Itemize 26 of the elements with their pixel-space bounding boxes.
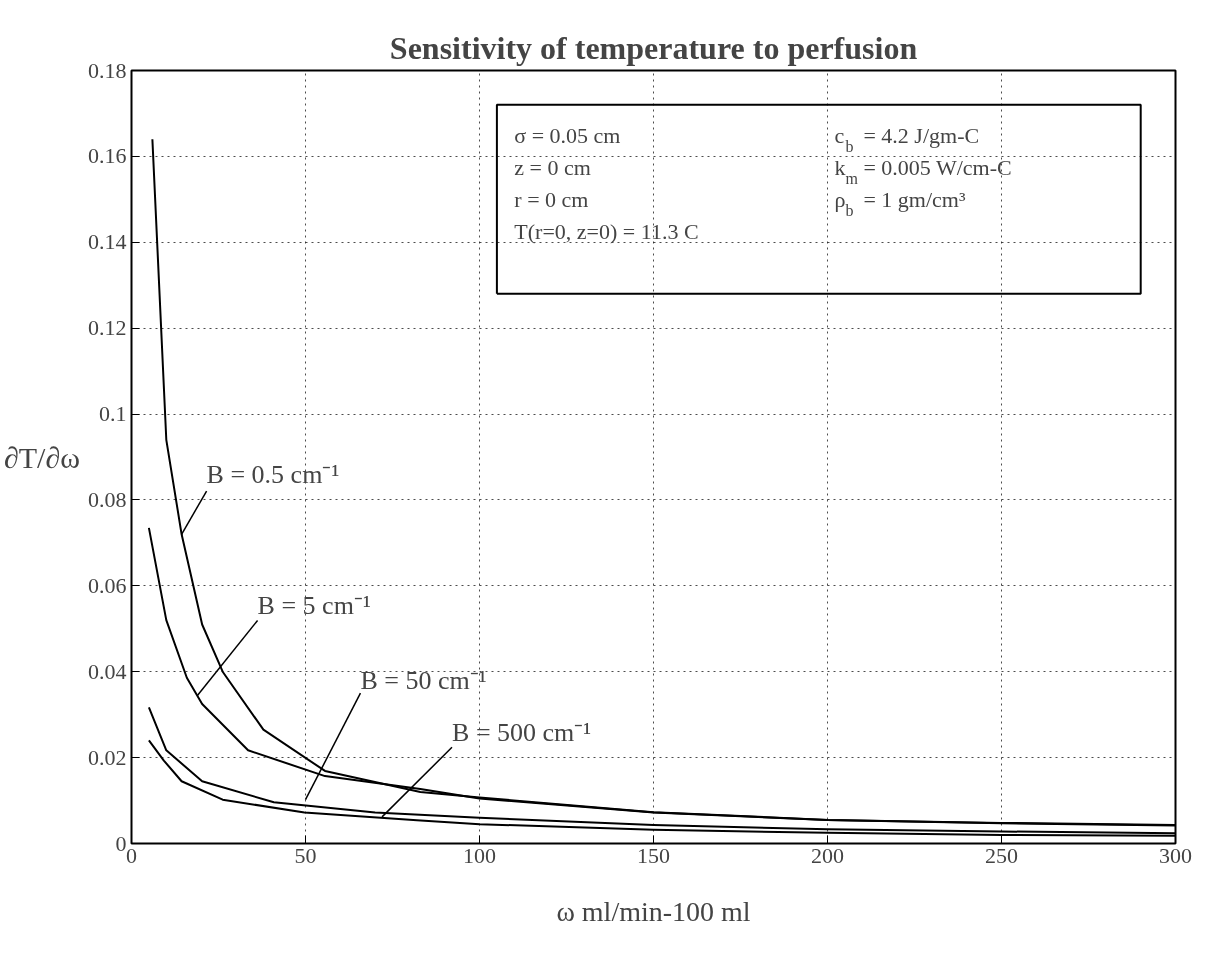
y-axis-title: ∂T/∂ω (3, 440, 81, 474)
x-tick-label: 200 (811, 842, 844, 868)
x-tick-label: 250 (985, 842, 1018, 868)
y-tick-label: 0.04 (88, 658, 127, 684)
y-tick-label: 0.02 (88, 744, 127, 770)
y-tick-label: 0.08 (88, 486, 127, 512)
x-tick-label: 300 (1159, 842, 1192, 868)
annotation: B = 500 cm⁻¹ (452, 717, 592, 747)
annotation: σ = 0.05 cm (514, 122, 621, 148)
y-tick-label: 0.14 (88, 229, 127, 255)
x-tick-label: 150 (637, 842, 670, 868)
annotation: z = 0 cm (514, 155, 591, 181)
x-tick-label: 50 (294, 842, 317, 868)
x-tick-label: 100 (463, 842, 496, 868)
annotation: B = 5 cm⁻¹ (257, 591, 371, 621)
y-tick-label: 0.06 (88, 572, 127, 598)
annotation: B = 0.5 cm⁻¹ (206, 460, 340, 490)
y-tick-label: 0.16 (88, 143, 127, 169)
x-axis-title: ω ml/min-100 ml (556, 895, 751, 927)
annotation: r = 0 cm (514, 187, 589, 213)
y-tick-label: 0.18 (88, 57, 127, 83)
y-tick-label: 0.12 (88, 315, 127, 341)
annotation: B = 50 cm⁻¹ (360, 665, 487, 695)
y-tick-label: 0.1 (99, 401, 127, 427)
annotation: T(r=0, z=0) = 11.3 C (514, 219, 699, 245)
chart-title: Sensitivity of temperature to perfusion (389, 29, 918, 66)
